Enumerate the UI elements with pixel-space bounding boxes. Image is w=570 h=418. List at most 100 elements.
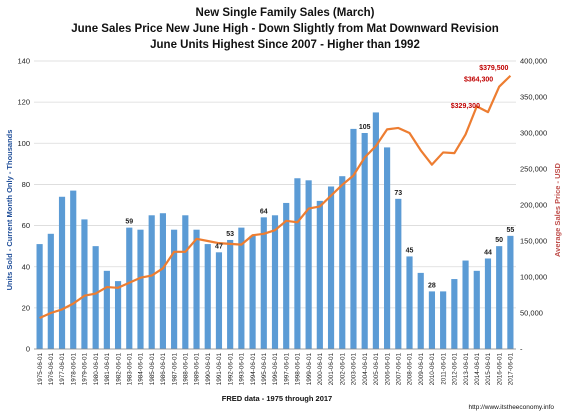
x-tick-label: 1986-06-01: [160, 353, 167, 386]
bar: [316, 200, 323, 349]
bar: [417, 272, 424, 349]
bar: [103, 270, 110, 349]
bar: [238, 227, 245, 349]
bar: [350, 128, 357, 349]
left-tick-label: 40: [22, 262, 30, 271]
x-tick-label: 1987-06-01: [171, 353, 178, 386]
line-series: [39, 74, 512, 320]
bar: [451, 279, 458, 349]
chart-title-line-3: June Units Highest Since 2007 - Higher t…: [150, 39, 420, 51]
right-tick-label: 250,000: [520, 165, 547, 174]
bar: [305, 180, 312, 349]
bar: [327, 186, 335, 349]
bar-value-label: 47: [215, 243, 223, 250]
chart-title-line-1: New Single Family Sales (March): [196, 7, 375, 19]
x-tick-label: 2008-06-01: [407, 353, 414, 386]
bar: [182, 215, 189, 349]
x-tick-label: 1982-06-01: [115, 353, 122, 386]
x-tick-label: 1980-06-01: [93, 353, 100, 386]
bar: [137, 229, 144, 349]
bar: [126, 227, 133, 349]
bar: [361, 133, 368, 349]
x-tick-label: 2013-06-01: [463, 353, 470, 386]
bar: [148, 215, 155, 349]
axes: 0 20 40 60 80 100 120 140 - 50,000 100,000 150,000 2…: [17, 57, 547, 386]
bar: [249, 235, 256, 349]
bar: [58, 196, 66, 349]
x-tick-label: 1979-06-01: [82, 353, 89, 386]
left-tick-label: 140: [17, 57, 30, 66]
x-tick-label: 2016-06-01: [496, 353, 503, 386]
right-tick-label: 100,000: [520, 273, 547, 282]
bar: [271, 215, 279, 349]
bar-value-label: 44: [484, 249, 492, 256]
right-tick-label: 300,000: [520, 129, 547, 138]
left-tick-label: 0: [26, 345, 30, 354]
bar: [384, 147, 391, 349]
right-tick-label: 150,000: [520, 237, 547, 246]
x-tick-label: 1978-06-01: [70, 353, 77, 386]
bar-value-label: 55: [506, 227, 514, 234]
bar: [159, 213, 166, 349]
x-tick-label: 2007-06-01: [396, 353, 403, 386]
bar: [462, 260, 469, 349]
x-tick-label: 2004-06-01: [362, 353, 369, 386]
bar: [406, 256, 413, 349]
bar: [36, 244, 43, 349]
x-tick-label: 1995-06-01: [261, 353, 268, 386]
line-value-label: $379,500: [479, 65, 508, 72]
x-tick-label: 1981-06-01: [104, 353, 111, 386]
bar: [227, 239, 234, 349]
bar: [171, 229, 178, 349]
x-tick-label: 1997-06-01: [283, 353, 290, 386]
bar: [473, 270, 480, 349]
bar-value-label: 45: [406, 247, 414, 254]
x-tick-label: 2000-06-01: [317, 353, 324, 386]
bar: [47, 233, 54, 349]
x-tick-label: 1989-06-01: [194, 353, 201, 386]
chart-title-line-2: June Sales Price New June High - Down Sl…: [71, 23, 499, 35]
left-tick-label: 80: [22, 180, 30, 189]
left-tick-label: 120: [17, 98, 30, 107]
bar: [283, 202, 290, 349]
line-value-label: $364,300: [464, 77, 493, 84]
x-tick-label: 2017-06-01: [508, 353, 515, 386]
x-tick-label: 2010-06-01: [429, 353, 436, 386]
bar-value-label: 53: [226, 231, 234, 238]
right-tick-label: 350,000: [520, 93, 547, 102]
x-tick-label: 1998-06-01: [295, 353, 302, 386]
bar: [260, 217, 267, 349]
bar-value-label: 105: [359, 124, 371, 131]
x-tick-label: 2005-06-01: [373, 353, 380, 386]
bar-value-label: 28: [428, 282, 436, 289]
x-tick-label: 2006-06-01: [384, 353, 391, 386]
bar: [372, 112, 379, 349]
bar: [395, 198, 402, 349]
left-tick-label: 60: [22, 221, 30, 230]
right-tick-label: 400,000: [520, 57, 547, 66]
x-tick-label: 2003-06-01: [351, 353, 358, 386]
x-tick-label: 2011-06-01: [440, 353, 447, 385]
bar: [484, 258, 492, 349]
x-tick-label: 1983-06-01: [126, 353, 133, 386]
right-tick-label: 200,000: [520, 201, 547, 210]
bar: [193, 229, 200, 349]
x-tick-label: 1988-06-01: [183, 353, 190, 386]
bar: [81, 219, 88, 349]
left-tick-label: 100: [17, 139, 30, 148]
right-tick-label: 50,000: [520, 309, 543, 318]
line-value-label: $329,300: [451, 103, 480, 110]
x-tick-label: 2014-06-01: [474, 353, 481, 386]
x-tick-label: 1996-06-01: [272, 353, 279, 386]
bar: [496, 246, 503, 349]
bar-value-label: 64: [260, 208, 268, 215]
bar-value-label: 50: [495, 237, 503, 244]
x-tick-label: 1990-06-01: [205, 353, 212, 386]
bar: [92, 246, 99, 349]
x-tick-label: 1992-06-01: [227, 353, 234, 386]
x-tick-label: 1985-06-01: [149, 353, 156, 386]
x-tick-label: 2002-06-01: [339, 353, 346, 386]
